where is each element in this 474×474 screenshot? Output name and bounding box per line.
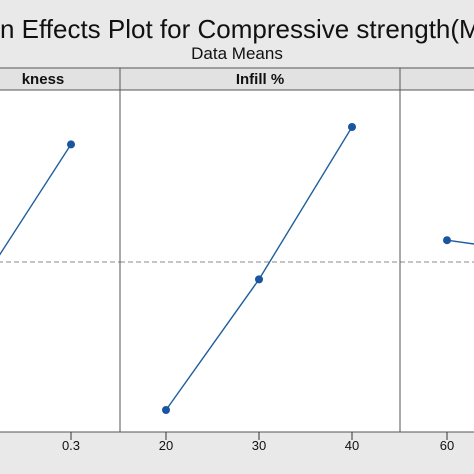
series-line [446,239,474,245]
series-line [0,144,72,256]
panel-background [0,90,120,432]
data-point [162,406,170,414]
data-point [443,236,451,245]
x-tick-label: 20 [159,438,173,453]
x-tick-label: 0.3 [62,438,80,453]
factor-label: Infill % [236,71,284,88]
panel-background [120,90,400,432]
data-point [255,275,263,284]
chart-subtitle: Data Means [191,44,283,63]
chart-title: n Effects Plot for Compressive strength(… [0,14,474,44]
data-point [348,123,356,131]
data-point [67,140,75,149]
factor-label: kness [22,71,65,88]
x-tick-label: 30 [252,438,266,453]
x-tick-label: 40 [345,438,359,453]
panel-header [399,67,474,91]
panel-background [400,90,474,432]
x-tick-label: 60 [440,438,454,453]
